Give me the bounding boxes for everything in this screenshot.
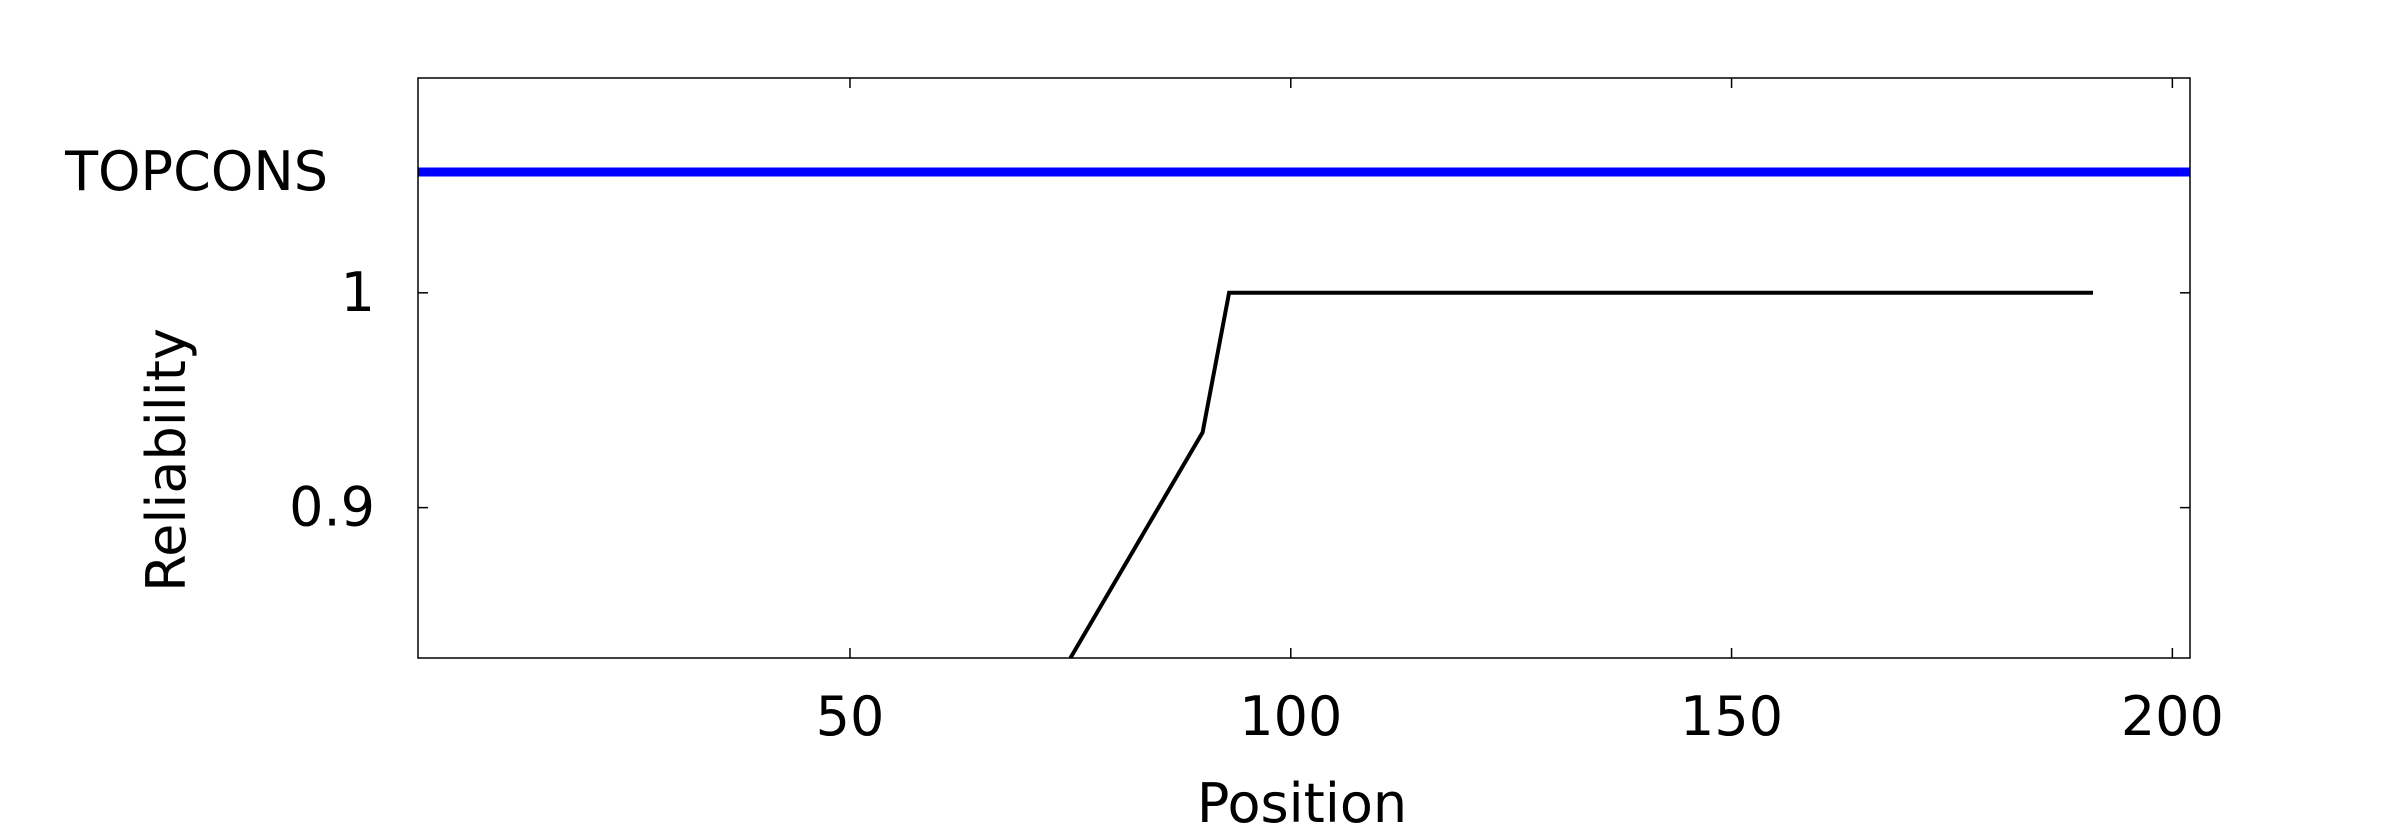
y-tick-label-1: 1: [341, 261, 375, 324]
y-axis-title: Reliability: [135, 328, 198, 592]
series-line-0: [1068, 290, 2093, 660]
x-tick-label-200: 200: [2121, 685, 2224, 748]
plot-frame: [417, 77, 2191, 659]
x-tick-label-50: 50: [816, 685, 885, 748]
x-axis-title: Position: [1197, 772, 1407, 835]
tick-layer: 50 100 150 200 0.9 1: [289, 78, 2224, 748]
y-tick-label-0.9: 0.9: [289, 476, 375, 539]
x-tick-label-150: 150: [1680, 685, 1783, 748]
topcons-track-label: TOPCONS: [64, 140, 328, 203]
x-tick-label-100: 100: [1239, 685, 1342, 748]
series-layer: [1068, 290, 2093, 660]
